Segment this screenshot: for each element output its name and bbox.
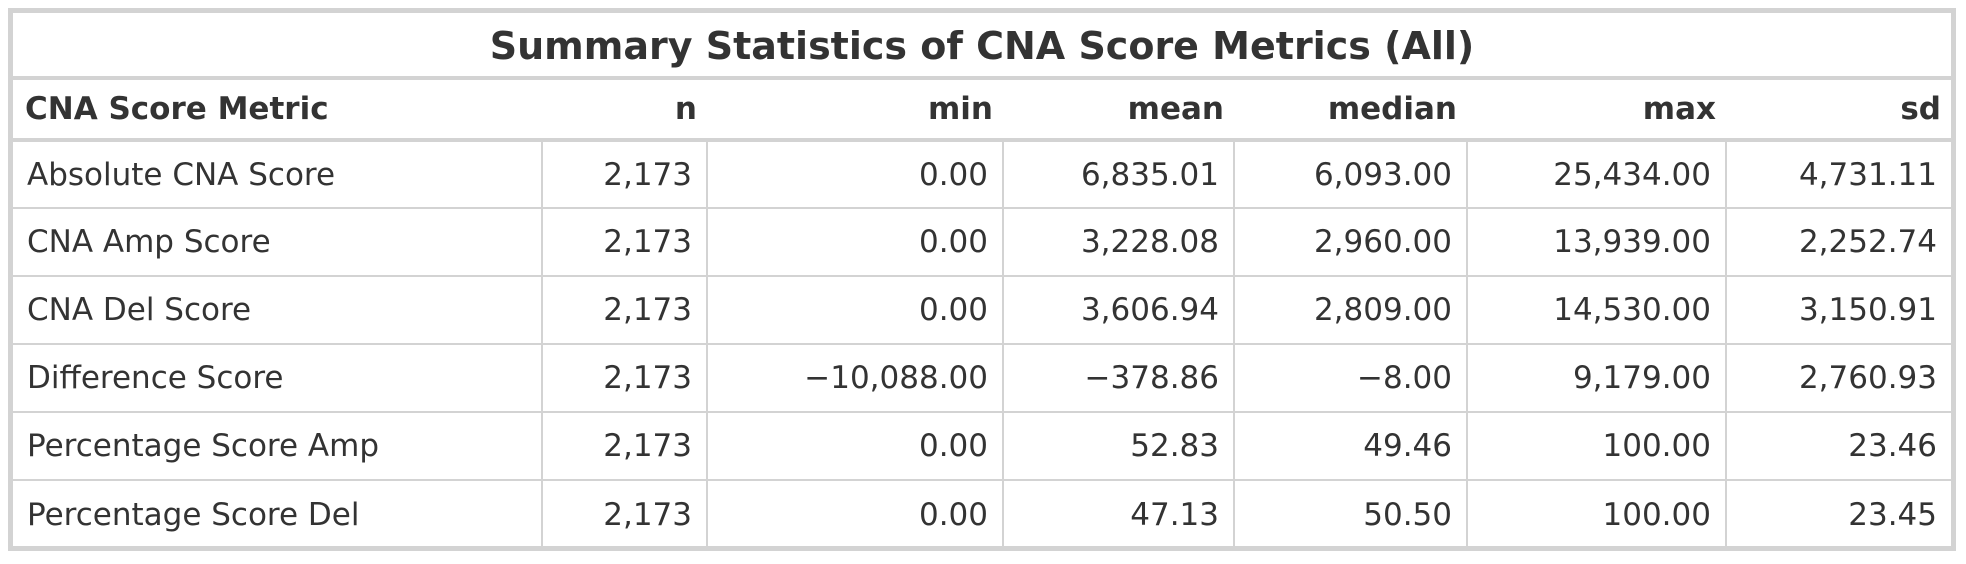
cell-mean: 3,228.08 (1002, 208, 1234, 277)
cell-median: 2,809.00 (1233, 276, 1467, 345)
cell-max: 100.00 (1466, 412, 1726, 481)
cell-min: 0.00 (706, 276, 1003, 345)
column-header-sd: sd (1726, 80, 1951, 142)
cell-sd: 2,760.93 (1725, 344, 1951, 413)
cell-max: 9,179.00 (1466, 344, 1726, 413)
header-row: CNA Score Metric n min mean median max s… (13, 80, 1951, 142)
column-header-mean: mean (1003, 80, 1234, 142)
summary-table-frame: Summary Statistics of CNA Score Metrics … (8, 8, 1956, 551)
column-header-min: min (707, 80, 1003, 142)
cell-mean: 6,835.01 (1002, 140, 1234, 209)
table-row: Percentage Score Amp 2,173 0.00 52.83 49… (13, 412, 1951, 481)
cell-min: 0.00 (706, 480, 1003, 548)
summary-table: CNA Score Metric n min mean median max s… (13, 80, 1951, 548)
cell-max: 25,434.00 (1466, 140, 1726, 209)
column-header-metric: CNA Score Metric (13, 80, 542, 142)
cell-sd: 23.45 (1725, 480, 1951, 548)
table-row: Difference Score 2,173 −10,088.00 −378.8… (13, 344, 1951, 413)
cell-sd: 4,731.11 (1725, 140, 1951, 209)
column-header-median: median (1234, 80, 1467, 142)
cell-mean: 52.83 (1002, 412, 1234, 481)
cell-sd: 2,252.74 (1725, 208, 1951, 277)
column-header-max: max (1467, 80, 1726, 142)
cell-metric: Percentage Score Amp (13, 412, 542, 481)
cell-median: 49.46 (1233, 412, 1467, 481)
cell-min: 0.00 (706, 208, 1003, 277)
cell-n: 2,173 (541, 412, 707, 481)
cell-sd: 3,150.91 (1725, 276, 1951, 345)
cell-min: −10,088.00 (706, 344, 1003, 413)
cell-n: 2,173 (541, 208, 707, 277)
cell-median: −8.00 (1233, 344, 1467, 413)
cell-min: 0.00 (706, 412, 1003, 481)
cell-max: 100.00 (1466, 480, 1726, 548)
cell-n: 2,173 (541, 344, 707, 413)
cell-mean: −378.86 (1002, 344, 1234, 413)
cell-min: 0.00 (706, 140, 1003, 209)
table-row: Absolute CNA Score 2,173 0.00 6,835.01 6… (13, 140, 1951, 209)
cell-median: 6,093.00 (1233, 140, 1467, 209)
table-body: Absolute CNA Score 2,173 0.00 6,835.01 6… (13, 140, 1951, 548)
table-row: CNA Del Score 2,173 0.00 3,606.94 2,809.… (13, 276, 1951, 345)
cell-sd: 23.46 (1725, 412, 1951, 481)
table-header: CNA Score Metric n min mean median max s… (13, 80, 1951, 142)
cell-metric: Absolute CNA Score (13, 140, 542, 209)
table-row: CNA Amp Score 2,173 0.00 3,228.08 2,960.… (13, 208, 1951, 277)
cell-max: 14,530.00 (1466, 276, 1726, 345)
cell-mean: 47.13 (1002, 480, 1234, 548)
cell-metric: CNA Amp Score (13, 208, 542, 277)
cell-median: 2,960.00 (1233, 208, 1467, 277)
cell-max: 13,939.00 (1466, 208, 1726, 277)
cell-n: 2,173 (541, 140, 707, 209)
column-header-n: n (542, 80, 707, 142)
table-title: Summary Statistics of CNA Score Metrics … (13, 13, 1951, 80)
cell-metric: Difference Score (13, 344, 542, 413)
cell-metric: CNA Del Score (13, 276, 542, 345)
cell-metric: Percentage Score Del (27, 496, 360, 533)
cell-mean: 3,606.94 (1002, 276, 1234, 345)
cell-n: 2,173 (541, 480, 707, 548)
table-row: Percentage Score Del 2,173 0.00 47.13 50… (13, 480, 1951, 548)
cell-median: 50.50 (1233, 480, 1467, 548)
cell-n: 2,173 (541, 276, 707, 345)
